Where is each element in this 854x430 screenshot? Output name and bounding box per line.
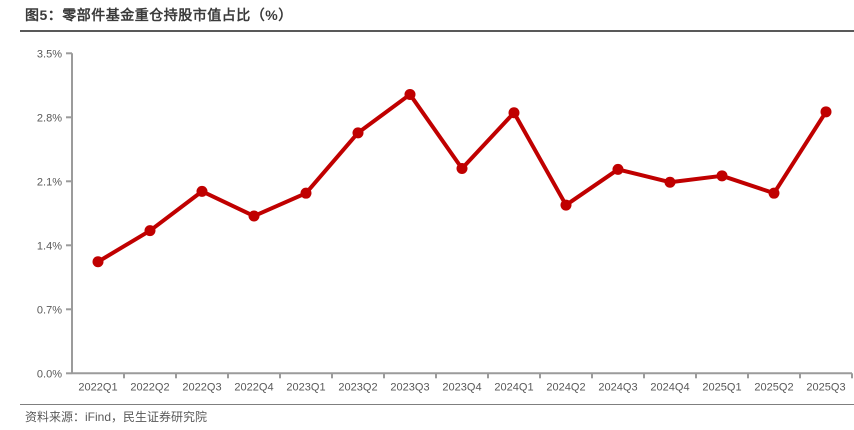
y-tick-label: 2.8% [37, 112, 62, 124]
x-tick-label: 2022Q4 [234, 381, 273, 393]
x-tick-label: 2024Q3 [598, 381, 637, 393]
data-point [404, 88, 416, 100]
data-point [820, 106, 832, 118]
y-tick-label: 0.7% [37, 304, 62, 316]
y-tick-label: 3.5% [37, 48, 62, 60]
x-tick-label: 2024Q2 [546, 381, 585, 393]
series-line [96, 92, 828, 264]
data-point [352, 127, 364, 139]
data-point [768, 187, 780, 199]
x-tick-label: 2023Q4 [442, 381, 481, 393]
data-point [144, 225, 156, 237]
x-tick-label: 2024Q1 [494, 381, 533, 393]
data-point [456, 163, 468, 174]
footer-divider [20, 404, 854, 405]
data-point [716, 170, 728, 182]
x-tick-label: 2024Q4 [650, 381, 689, 393]
line-chart: 0.0% 0.7% 1.4% 2.1% 2.8% 3.5% 2022Q1 2022Q2 2022… [37, 48, 853, 393]
data-point [508, 107, 520, 119]
data-point [612, 163, 624, 175]
data-point [300, 187, 312, 199]
data-point [196, 185, 208, 197]
x-tick-label: 2022Q1 [78, 381, 117, 393]
x-tick-label: 2023Q2 [338, 381, 377, 393]
title-divider [20, 30, 854, 32]
data-point [664, 176, 676, 188]
data-point [560, 199, 572, 211]
x-tick-label: 2025Q2 [754, 381, 793, 393]
y-tick-label: 0.0% [37, 368, 62, 380]
y-tick-label: 1.4% [37, 240, 62, 252]
data-point [248, 210, 260, 222]
x-tick-label: 2025Q3 [806, 381, 845, 393]
x-tick-label: 2025Q1 [702, 381, 741, 393]
axes [66, 52, 853, 379]
figure-title: 图5：零部件基金重仓持股市值占比（%） [25, 7, 293, 23]
x-tick-label: 2023Q1 [286, 381, 325, 393]
y-tick-label: 2.1% [37, 176, 62, 188]
data-point [92, 256, 104, 268]
x-tick-label: 2022Q2 [130, 381, 169, 393]
source-note: 资料来源：iFind，民生证券研究院 [25, 410, 208, 424]
x-tick-label: 2022Q3 [182, 381, 221, 393]
x-tick-label: 2023Q3 [390, 381, 429, 393]
